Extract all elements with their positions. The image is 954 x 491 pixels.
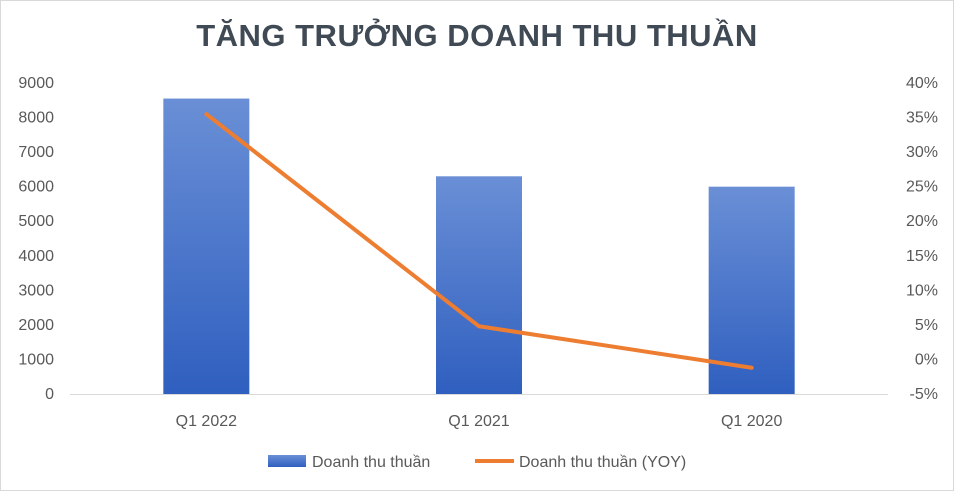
y-right-tick-label: 10% [906,282,938,299]
bar [163,98,250,395]
y-right-tick-label: 0% [915,351,938,368]
y-right-tick-label: 25% [906,179,938,196]
y-left-tick-label: 2000 [18,317,54,334]
yoy-line [204,112,754,370]
legend-label: Doanh thu thuần (YOY) [519,454,686,471]
x-category-label: Q1 2021 [448,413,509,430]
y-left-tick-label: 9000 [18,75,54,92]
legend-bar-swatch [268,455,306,467]
y-left-tick-label: 7000 [18,144,54,161]
y-left-tick-label: 5000 [18,213,54,230]
y-left-tick-label: 0 [45,386,54,403]
y-right-tick-label: 40% [906,75,938,92]
bar [708,186,795,394]
x-category-label: Q1 2022 [176,413,237,430]
y-right-tick-label: 35% [906,110,938,127]
y-left-tick-label: 3000 [18,282,54,299]
x-category-label: Q1 2020 [721,413,782,430]
y-right-tick-label: 5% [915,317,938,334]
legend-label: Doanh thu thuần [312,454,430,471]
y-right-tick-label: 15% [906,248,938,265]
y-left-tick-label: 6000 [18,179,54,196]
y-left-tick-label: 4000 [18,248,54,265]
y-left-tick-label: 1000 [18,351,54,368]
bar [436,176,522,394]
y-right-tick-label: 30% [906,144,938,161]
chart-title: TĂNG TRƯỞNG DOANH THU THUẦN [196,18,758,53]
y-right-tick-label: -5% [910,386,938,403]
y-left-tick-label: 8000 [18,110,54,127]
y-right-tick-label: 20% [906,213,938,230]
